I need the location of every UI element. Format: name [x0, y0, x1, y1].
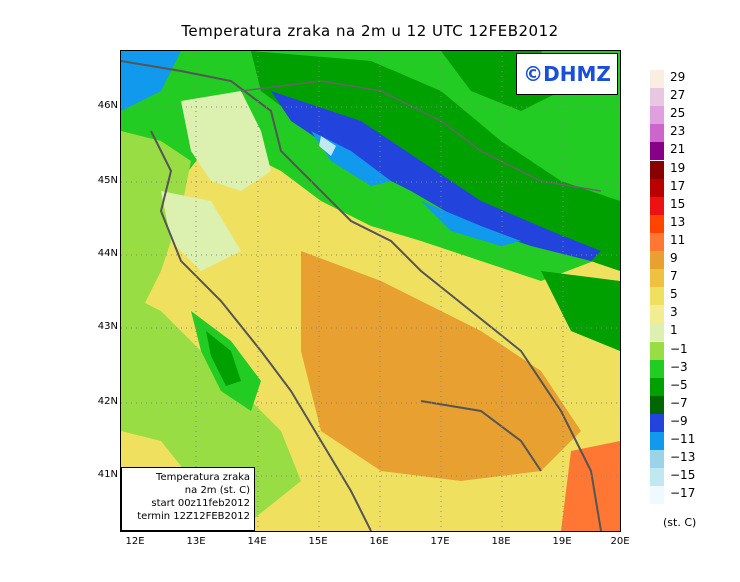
forecast-info-box: Temperatura zraka na 2m (st. C) start 00…	[121, 467, 255, 531]
y-label-44n: 44N	[97, 248, 118, 259]
legend-swatch	[650, 232, 664, 251]
legend-swatch	[650, 395, 664, 414]
info-line-3: start 00z11feb2012	[151, 498, 250, 509]
legend-swatch	[650, 160, 664, 179]
legend-label: 15	[670, 196, 686, 211]
legend-swatch	[650, 468, 664, 487]
x-label-18e: 18E	[491, 536, 511, 547]
legend-swatch	[650, 413, 664, 432]
legend-swatch	[650, 287, 664, 306]
x-label-17e: 17E	[430, 536, 450, 547]
legend-swatch	[650, 432, 664, 451]
dhmz-logo: ©DHMZ	[516, 53, 618, 95]
legend-label: 5	[670, 287, 678, 302]
y-label-45n: 45N	[97, 175, 118, 186]
legend-label: 7	[670, 269, 678, 284]
legend-swatch	[650, 450, 664, 469]
y-label-42n: 42N	[97, 396, 118, 407]
legend-label: −7	[670, 395, 688, 410]
legend-unit: (st. C)	[663, 516, 697, 529]
temperature-field	[121, 51, 620, 531]
legend-swatch	[650, 196, 664, 215]
legend-label: 9	[670, 251, 678, 265]
legend-swatch	[650, 341, 664, 360]
x-label-16e: 16E	[369, 536, 389, 547]
legend-label: −17	[670, 486, 696, 501]
legend-swatch	[650, 142, 664, 161]
legend-label: 3	[670, 305, 678, 320]
x-label-12e: 12E	[125, 536, 145, 547]
legend-label: −15	[670, 468, 696, 483]
legend-label: 23	[670, 124, 686, 139]
x-label-20e: 20E	[610, 536, 630, 547]
legend-swatch	[650, 178, 664, 197]
legend-label: −3	[670, 359, 688, 374]
legend-swatch	[650, 106, 664, 125]
info-line-1: Temperatura zraka	[156, 472, 250, 483]
legend-swatch	[650, 486, 664, 505]
info-line-4: termin 12Z12FEB2012	[137, 511, 250, 522]
legend-label: 25	[670, 106, 686, 121]
x-label-15e: 15E	[308, 536, 328, 547]
legend-label: −9	[670, 413, 688, 428]
legend-swatch	[650, 359, 664, 378]
map-title: Temperatura zraka na 2m u 12 UTC 12FEB20…	[181, 22, 559, 40]
legend-swatch	[650, 214, 664, 233]
temperature-map: ©DHMZ Temperatura zraka na 2m (st. C) st…	[120, 50, 621, 532]
legend-label: 27	[670, 88, 686, 103]
legend-label: 29	[670, 70, 686, 84]
legend-label: −5	[670, 377, 688, 392]
legend-label: 19	[670, 160, 686, 175]
y-label-43n: 43N	[97, 321, 118, 332]
legend-swatch	[650, 305, 664, 324]
legend-swatch	[650, 124, 664, 143]
legend-label: −1	[670, 341, 688, 356]
legend-swatch	[650, 377, 664, 396]
x-label-14e: 14E	[247, 536, 267, 547]
legend-swatch	[650, 88, 664, 107]
legend-swatch	[650, 70, 664, 89]
x-label-13e: 13E	[186, 536, 206, 547]
legend-label: 21	[670, 142, 686, 157]
y-label-41n: 41N	[97, 469, 118, 480]
legend-label: 1	[670, 323, 678, 338]
y-label-46n: 46N	[97, 100, 118, 111]
x-label-19e: 19E	[552, 536, 572, 547]
info-line-2: na 2m (st. C)	[184, 485, 250, 496]
legend-swatch	[650, 269, 664, 288]
legend-label: −13	[670, 450, 696, 465]
legend-label: 11	[670, 232, 686, 247]
legend-label: 13	[670, 214, 686, 229]
legend-label: −11	[670, 432, 696, 446]
legend-swatch	[650, 323, 664, 342]
legend-swatch	[650, 251, 664, 270]
legend-label: 17	[670, 178, 686, 193]
